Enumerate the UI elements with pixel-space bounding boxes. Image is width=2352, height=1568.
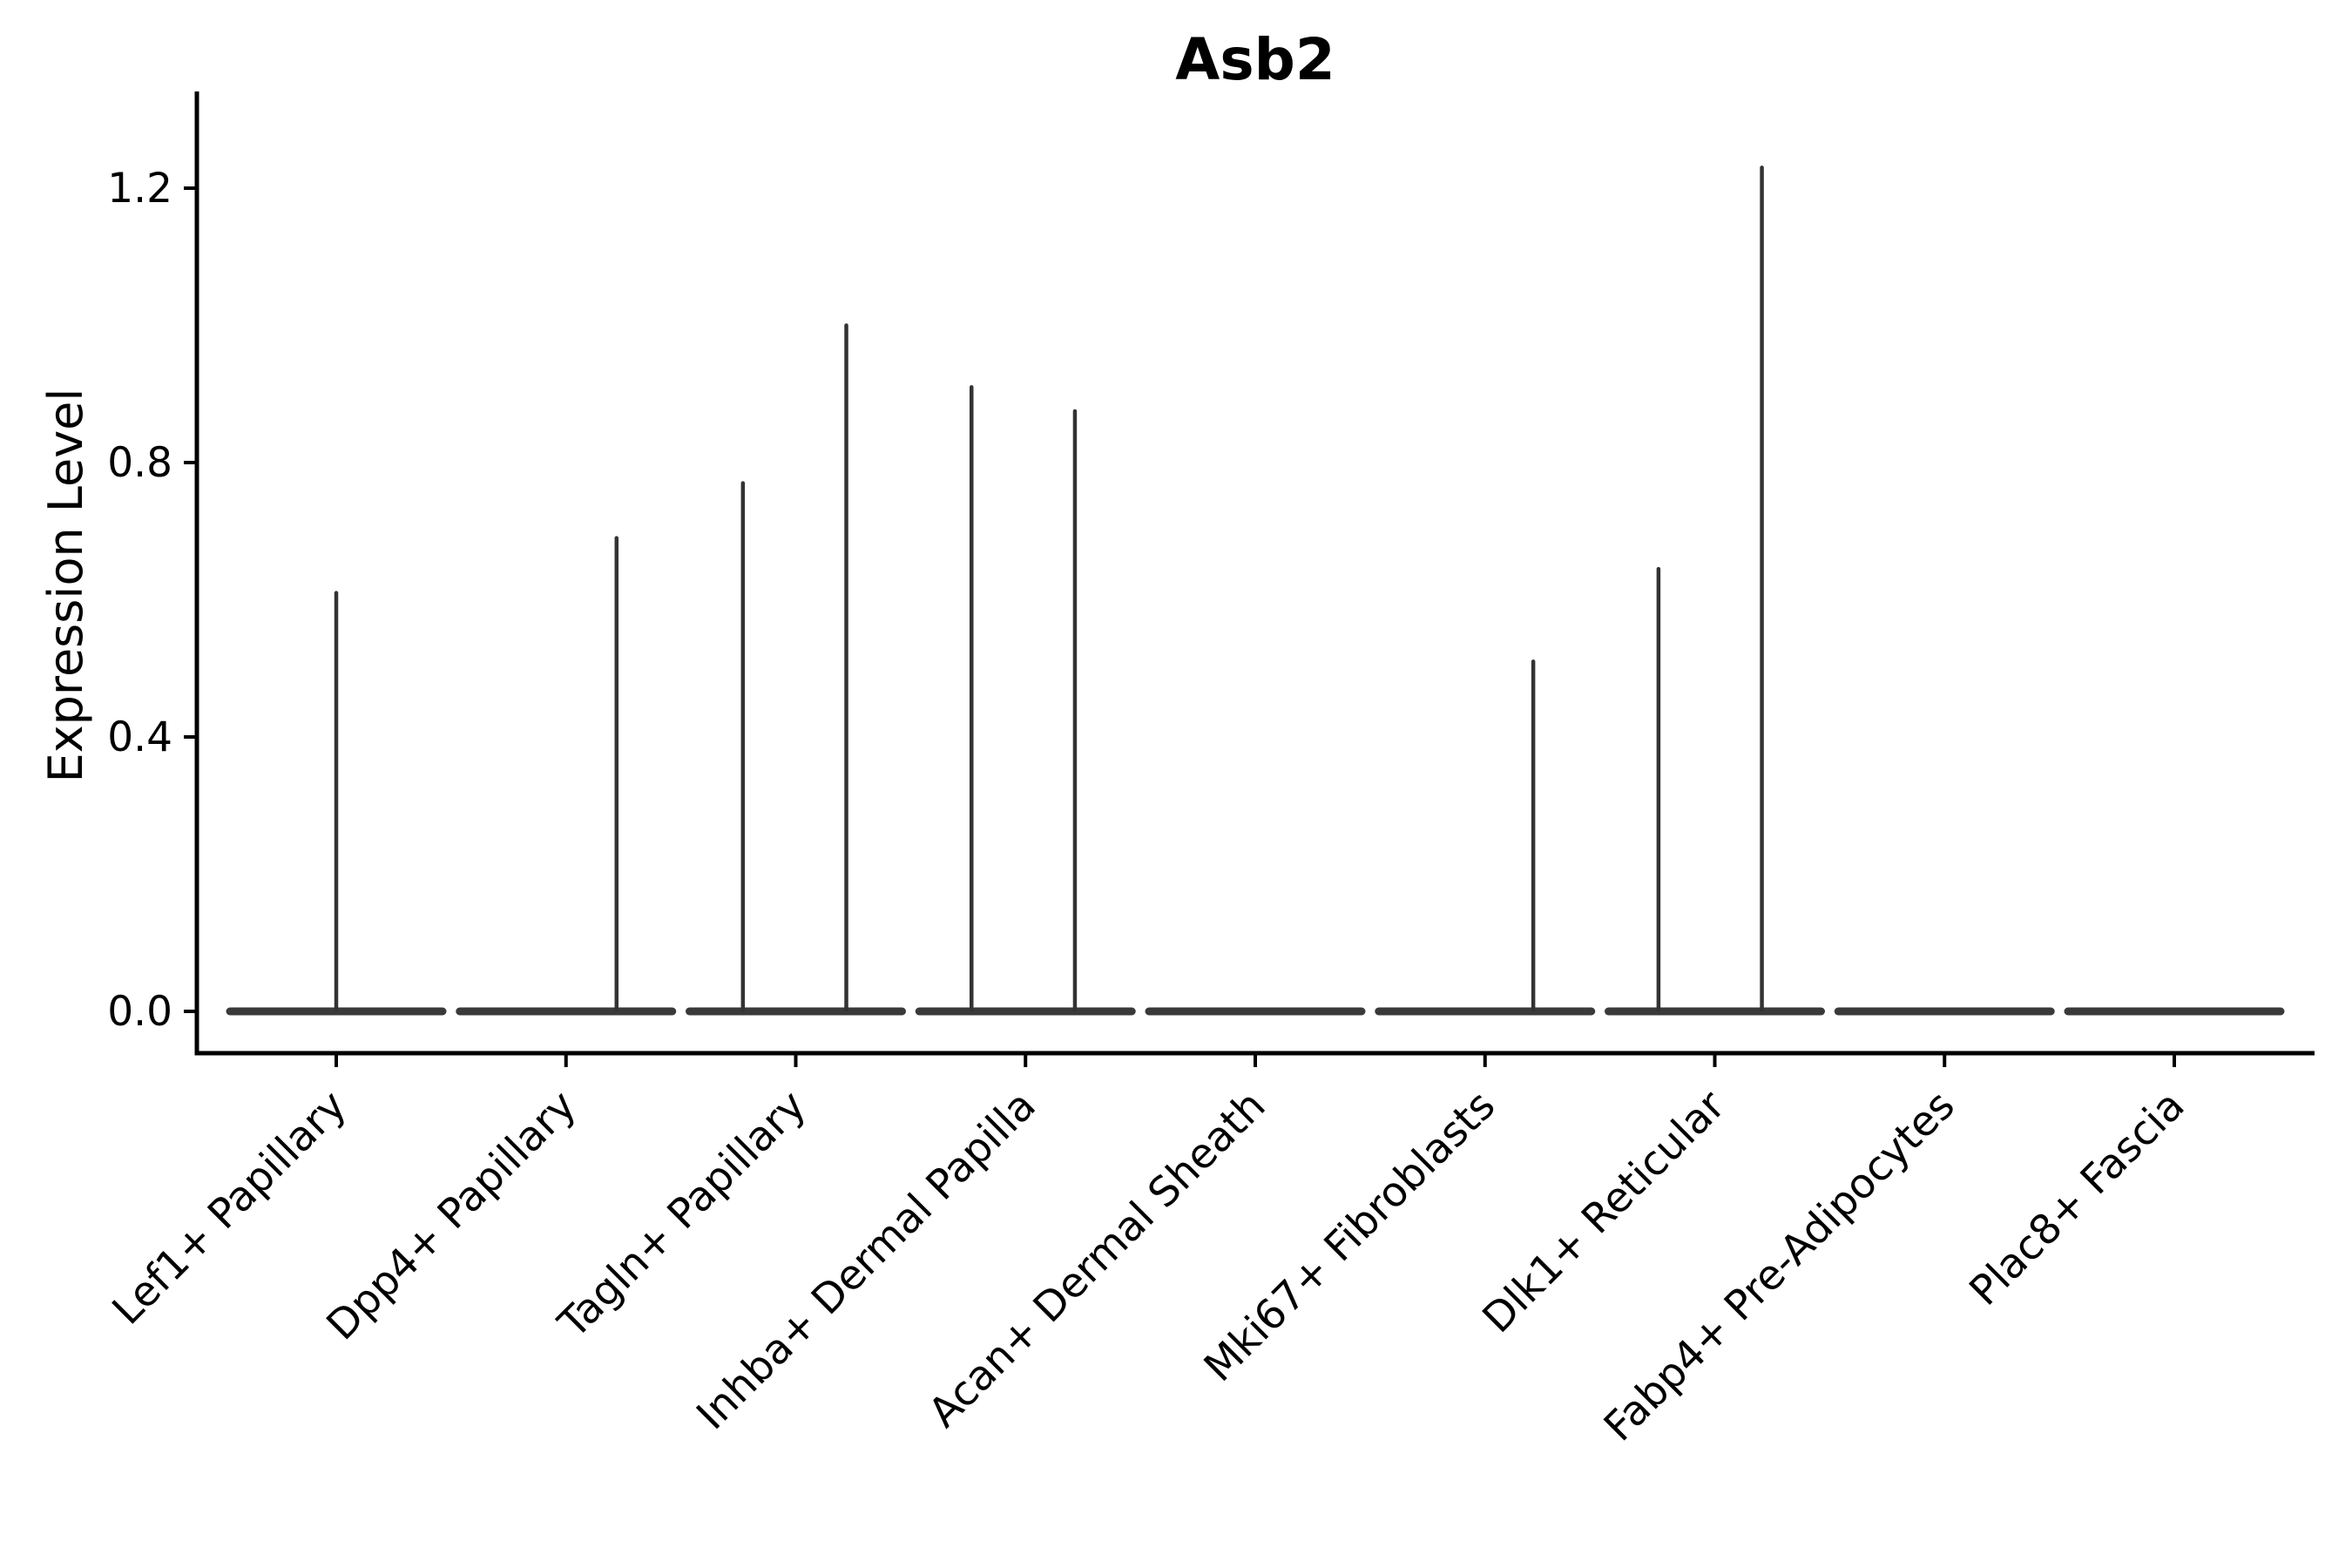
chart-title: Asb2 (1175, 26, 1335, 93)
x-tick-label: Dpp4+ Papillary (318, 1082, 586, 1350)
y-tick-label: 0.8 (107, 439, 172, 487)
x-tick-label: Lef1+ Papillary (104, 1082, 356, 1335)
y-tick-label: 1.2 (107, 165, 172, 213)
y-tick-label: 0.4 (107, 713, 172, 761)
x-tick-label: Tagln+ Papillary (549, 1082, 815, 1348)
y-tick-label: 0.0 (107, 988, 172, 1036)
x-tick-label: Dlk1+ Reticular (1474, 1081, 1735, 1342)
y-axis-label: Expression Level (38, 388, 93, 783)
x-tick-label: Plac8+ Fascia (1961, 1082, 2194, 1315)
